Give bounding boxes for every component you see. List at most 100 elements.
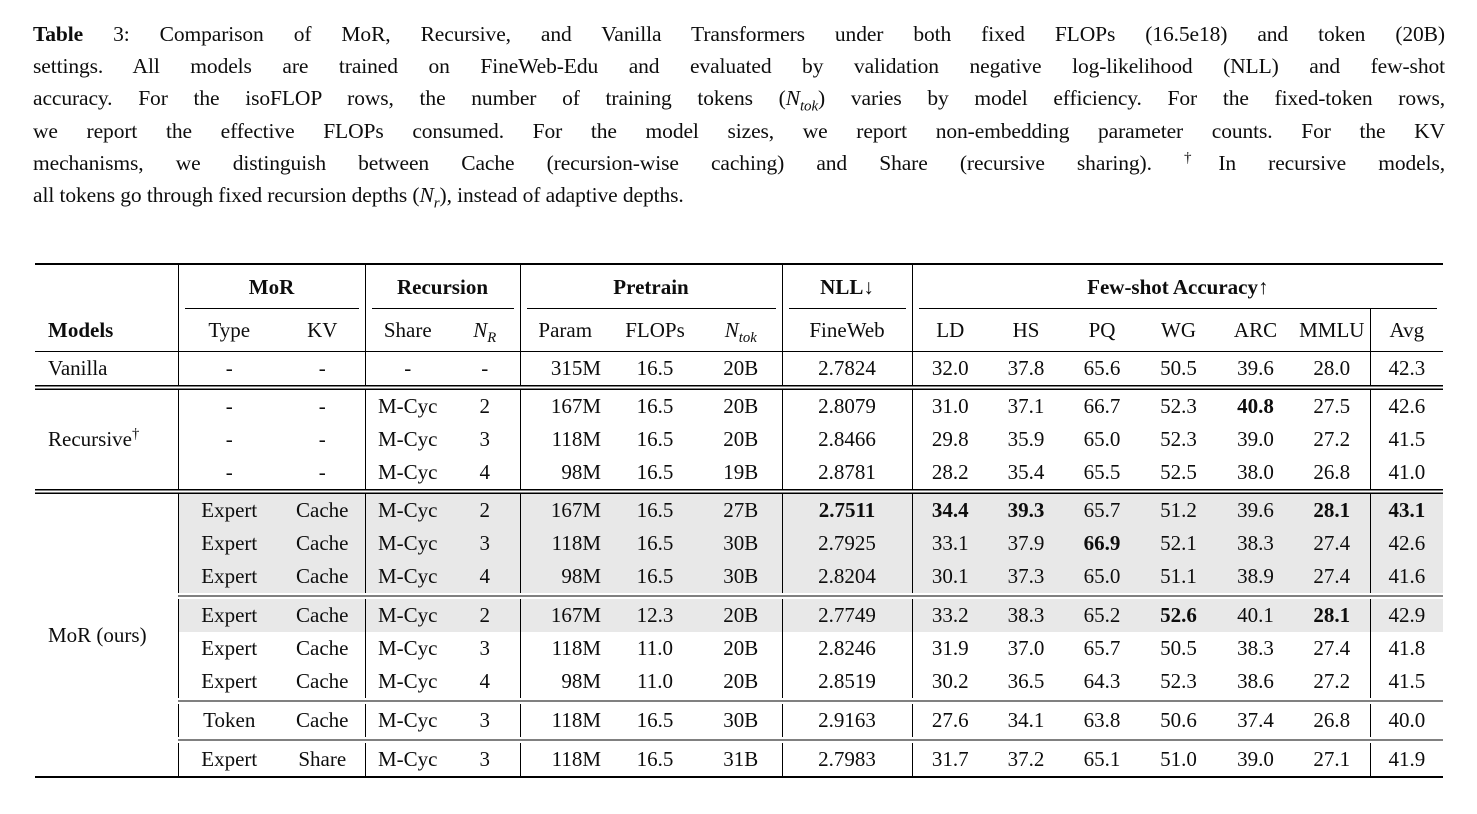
table-cell: 98M: [519, 560, 610, 594]
table-cell: 63.8: [1083, 708, 1121, 733]
table-cell: 2.7925: [781, 527, 913, 561]
table-cell: 16.5: [636, 427, 674, 452]
table-cell: 32.0: [911, 351, 989, 386]
table-cell: 16.5: [636, 747, 674, 772]
table-cell: 52.1: [1140, 527, 1218, 561]
table-row: MoR (ours) Expert Cache M-Cyc 2 167M 16.5 27B 2.…: [35, 494, 1444, 778]
table-cell: 31B: [723, 747, 759, 772]
table-cell: 51.1: [1140, 560, 1218, 594]
table-cell: 12.3: [610, 599, 700, 633]
table-cell: 98M: [519, 456, 610, 490]
caption-line: mechanisms, we distinguish between Cache…: [33, 149, 1445, 175]
table-cell: 16.5: [636, 708, 674, 733]
table-cell: 20B: [723, 394, 759, 419]
table-cell: 3: [479, 708, 491, 733]
table-cell: 27.2: [1313, 669, 1351, 694]
row-label: MoR (ours): [35, 494, 178, 778]
table-cell: 51.0: [1160, 747, 1197, 772]
table-cell: 31.0: [911, 390, 989, 424]
table-cell: Cache: [296, 636, 349, 661]
column-header: Type: [177, 309, 280, 353]
table-cell: 118M: [519, 632, 610, 666]
column-header-row: Models Type KV Share NR Param FLOPs Ntok FineWeb…: [35, 309, 1444, 353]
column-header: LD: [911, 309, 989, 353]
table-cell: 52.6: [1140, 599, 1218, 633]
table-cell: 38.9: [1217, 560, 1295, 594]
column-header: FineWeb: [781, 309, 913, 353]
group-header: Recursion: [364, 264, 520, 310]
table-cell: Expert: [177, 599, 280, 633]
row-label: Recursive†: [35, 390, 178, 490]
table-cell: 33.1: [911, 527, 989, 561]
table-cell: 30B: [700, 527, 783, 561]
table-cell: 27.2: [1313, 427, 1351, 452]
table-cell: 2.8246: [781, 632, 913, 666]
table-cell: 41.8: [1369, 632, 1444, 666]
table-cell: 52.3: [1160, 669, 1197, 694]
subgroup-divider: [35, 593, 1444, 600]
table-cell: 40.8: [1237, 394, 1274, 419]
table-row: - - M-Cyc 4 98M 16.5 19B 2.8781 28.2 35.4 65.5 52.5…: [35, 456, 1444, 490]
table-cell: 16.5: [636, 356, 674, 381]
table-cell: 2.7983: [781, 743, 913, 778]
table-cell: -: [177, 456, 280, 490]
table-cell: 3: [479, 427, 491, 452]
results-table: MoR Recursion Pretrain NLL↓ Few-shot Accurac…: [35, 263, 1444, 779]
table-cell: 38.0: [1237, 460, 1274, 485]
table-cell: 36.5: [1007, 669, 1045, 694]
table-cell: M-Cyc: [364, 599, 450, 633]
table-cell: 52.5: [1160, 460, 1197, 485]
table-cell: 2.9163: [781, 704, 913, 738]
table-cell: 16.5: [610, 560, 700, 594]
table-cell: 4: [479, 460, 491, 485]
table-cell: Expert: [177, 560, 280, 594]
group-header: Pretrain: [519, 264, 783, 310]
column-header: KV: [280, 309, 365, 353]
table-cell: M-Cyc: [364, 456, 450, 490]
table-row: Expert Share M-Cyc 3 118M 16.5 31B 2.7983 31.7 37…: [35, 743, 1444, 778]
table-cell: 39.0: [1237, 427, 1274, 452]
table-cell: M-Cyc: [364, 494, 450, 528]
table-cell: 34.4: [911, 494, 989, 528]
table-cell: 26.8: [1313, 708, 1351, 733]
column-header: Models: [35, 309, 178, 353]
table-cell: 3: [479, 636, 491, 661]
table-cell: Expert: [177, 632, 280, 666]
table-cell: 16.5: [610, 494, 700, 528]
table-header: MoR Recursion Pretrain NLL↓ Few-shot Accurac…: [35, 264, 1444, 353]
table-cell: 27.4: [1294, 527, 1371, 561]
column-header: PQ: [1064, 309, 1141, 353]
subgroup-divider-rule: [178, 698, 1444, 705]
table-cell: 20B: [723, 427, 759, 452]
table-cell: M-Cyc: [364, 665, 450, 699]
table-cell: 2: [450, 599, 520, 633]
column-header: WG: [1140, 309, 1218, 353]
table-cell: M-Cyc: [364, 390, 450, 424]
table-cell: 2: [450, 494, 520, 528]
table-cell: 40.1: [1217, 599, 1295, 633]
table-cell: 30.2: [911, 665, 989, 699]
table-cell: 167M: [519, 599, 610, 633]
table-cell: 40.0: [1369, 704, 1444, 738]
column-header: Ntok: [700, 309, 783, 353]
table-cell: 35.9: [1007, 427, 1045, 452]
table-cell: 39.3: [988, 494, 1065, 528]
table-cell: 16.5: [636, 460, 674, 485]
table-cell: 37.9: [988, 527, 1065, 561]
subgroup-divider-rule: [178, 593, 1444, 600]
row-label: Vanilla: [35, 351, 178, 386]
table-cell: 39.6: [1237, 356, 1274, 381]
table-cell: 50.5: [1160, 636, 1197, 661]
table-cell: Cache: [280, 527, 365, 561]
table-row: Expert Cache M-Cyc 3 118M 11.0 20B 2.8246 31.9 37…: [35, 632, 1444, 666]
table-cell: 4: [450, 560, 520, 594]
table-cell: Cache: [280, 560, 365, 594]
table-cell: 50.5: [1160, 356, 1197, 381]
table-cell: 37.0: [1007, 636, 1045, 661]
column-header: Share: [364, 309, 450, 353]
table-cell: 38.3: [1217, 527, 1295, 561]
column-header: NR: [450, 309, 520, 353]
table-cell: 27.5: [1313, 394, 1351, 419]
table-cell: 28.1: [1294, 599, 1371, 633]
table-cell: Cache: [280, 494, 365, 528]
